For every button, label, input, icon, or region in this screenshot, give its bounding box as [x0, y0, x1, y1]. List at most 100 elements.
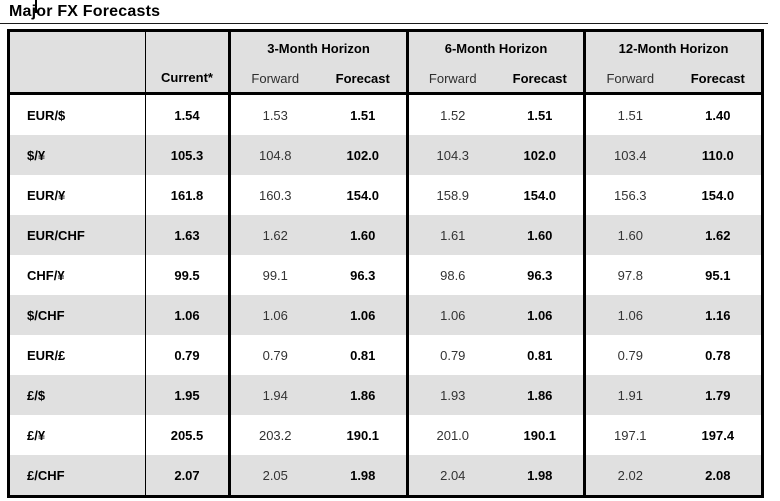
group-header-3-month: 3-Month Horizon	[227, 30, 408, 64]
forward-6m-cell: 1.06	[406, 295, 497, 335]
forward-12m-header: Forward	[583, 64, 675, 94]
forecast-12m-cell: 0.78	[705, 347, 731, 363]
forecast-3m-cell: 102.0	[346, 147, 380, 163]
forecast-12m-cell: 197.4	[701, 427, 735, 443]
forecast-12m-cell: 1.40	[674, 92, 763, 135]
fx-table-body: EUR/$ 1.54 1.53 1.51 1.52 1.51 1.51 1.40 $/¥ 105.…	[8, 92, 763, 497]
forecast-6m-cell: 0.81	[527, 347, 553, 363]
forward-3m-cell: 1.94	[228, 375, 320, 415]
table-header: Current* 3-Month Horizon 6-Month Horizon…	[8, 30, 763, 94]
pair-cell: £/¥	[27, 427, 46, 443]
forecast-12m-cell: 1.16	[705, 307, 731, 323]
forward-6m-cell: 158.9	[406, 175, 497, 215]
forecast-12m-cell: 2.08	[705, 467, 731, 483]
current-cell: 205.5	[145, 415, 230, 455]
current-cell: 99.5	[145, 255, 230, 295]
forward-6m-cell: 201.0	[406, 415, 497, 455]
table-row: £/CHF 2.07 2.05 1.98 2.04 1.98 2.02 2.08	[8, 455, 763, 497]
table-row: $/¥ 105.3 104.8 102.0 104.3 102.0 103.4 110.0	[8, 135, 763, 175]
current-cell: 161.8	[145, 175, 230, 215]
page-title: Major FX Forecasts	[9, 3, 161, 20]
forecast-3m-cell: 1.86	[350, 387, 376, 403]
forecast-6m-cell: 1.06	[527, 307, 553, 323]
forecast-6m-cell: 1.51	[496, 92, 585, 135]
forward-12m-cell: 1.06	[583, 295, 675, 335]
forecast-3m-header: Forecast	[319, 64, 408, 94]
pair-cell: $/¥	[27, 147, 46, 163]
forward-3m-cell: 1.53	[228, 92, 320, 135]
forecast-3m-cell: 190.1	[346, 427, 380, 443]
current-cell: 1.95	[145, 375, 230, 415]
forward-3m-cell: 1.62	[228, 215, 320, 255]
forecast-3m-cell: 0.81	[350, 347, 376, 363]
forward-3m-cell: 0.79	[228, 335, 320, 375]
title-rule: Major FX Forecasts	[0, 0, 768, 24]
forward-6m-cell: 2.04	[406, 455, 497, 497]
fx-forecast-table: Current* 3-Month Horizon 6-Month Horizon…	[7, 29, 765, 498]
pair-cell: EUR/¥	[27, 187, 66, 203]
forward-6m-cell: 1.61	[406, 215, 497, 255]
forward-12m-cell: 197.1	[583, 415, 675, 455]
group-header-6-month: 6-Month Horizon	[406, 30, 585, 64]
forward-3m-cell: 104.8	[228, 135, 320, 175]
pair-cell: £/CHF	[27, 467, 65, 483]
forecast-12m-cell: 95.1	[705, 267, 731, 283]
pair-column-header	[8, 30, 146, 94]
current-cell: 1.63	[145, 215, 230, 255]
group-header-row: Current* 3-Month Horizon 6-Month Horizon…	[8, 30, 763, 94]
current-cell: 1.06	[145, 295, 230, 335]
sub-header-row: Forward Forecast Forward Forecast Forwar…	[9, 64, 763, 94]
forward-6m-cell: 1.93	[406, 375, 497, 415]
forward-12m-cell: 97.8	[583, 255, 675, 295]
forecast-6m-cell: 96.3	[527, 267, 553, 283]
forecast-6m-cell: 190.1	[523, 427, 557, 443]
forecast-12m-cell: 154.0	[701, 187, 735, 203]
forward-6m-cell: 1.52	[406, 92, 497, 135]
current-cell: 105.3	[145, 135, 230, 175]
forward-12m-cell: 1.51	[583, 92, 675, 135]
text-cursor[interactable]	[35, 0, 37, 13]
forecast-12m-header: Forecast	[674, 64, 763, 94]
group-header-12-month: 12-Month Horizon	[583, 30, 763, 64]
table-row: EUR/CHF 1.63 1.62 1.60 1.61 1.60 1.60 1.62	[8, 215, 763, 255]
table-row: $/CHF 1.06 1.06 1.06 1.06 1.06 1.06 1.16	[8, 295, 763, 335]
forecast-12m-cell: 1.62	[705, 227, 731, 243]
forward-3m-header: Forward	[228, 64, 320, 94]
forward-3m-cell: 1.06	[228, 295, 320, 335]
table-row: CHF/¥ 99.5 99.1 96.3 98.6 96.3 97.8 95.1	[9, 255, 763, 295]
forward-6m-cell: 0.79	[406, 335, 497, 375]
table-row: EUR/$ 1.54 1.53 1.51 1.52 1.51 1.51 1.40	[8, 92, 763, 135]
forecast-6m-cell: 1.98	[527, 467, 553, 483]
current-cell: 1.54	[145, 92, 230, 135]
forward-12m-cell: 156.3	[583, 175, 675, 215]
forecast-3m-cell: 154.0	[346, 187, 380, 203]
pair-cell: EUR/$	[8, 92, 146, 135]
forward-12m-cell: 1.91	[583, 375, 675, 415]
forward-12m-cell: 103.4	[583, 135, 675, 175]
current-cell: 0.79	[145, 335, 230, 375]
pair-cell: $/CHF	[27, 307, 65, 323]
forecast-3m-cell: 1.06	[350, 307, 376, 323]
forward-3m-cell: 99.1	[228, 255, 320, 295]
forward-6m-cell: 98.6	[406, 255, 497, 295]
forecast-6m-cell: 154.0	[523, 187, 557, 203]
table-row: £/¥ 205.5 203.2 190.1 201.0 190.1 197.1 197.4	[9, 415, 763, 455]
forward-12m-cell: 2.02	[583, 455, 675, 497]
table-row: £/$ 1.95 1.94 1.86 1.93 1.86 1.91 1.79	[8, 375, 763, 415]
pair-cell: EUR/CHF	[27, 227, 85, 243]
forward-6m-cell: 104.3	[406, 135, 497, 175]
pair-cell: EUR/£	[27, 347, 66, 363]
forecast-12m-cell: 1.79	[705, 387, 731, 403]
table-row: EUR/£ 0.79 0.79 0.81 0.79 0.81 0.79 0.78	[9, 335, 763, 375]
forward-3m-cell: 2.05	[228, 455, 320, 497]
forecast-6m-cell: 1.86	[527, 387, 553, 403]
forward-3m-cell: 203.2	[228, 415, 320, 455]
forecast-6m-cell: 1.60	[527, 227, 553, 243]
forward-12m-cell: 0.79	[583, 335, 675, 375]
forward-6m-header: Forward	[406, 64, 497, 94]
forward-3m-cell: 160.3	[228, 175, 320, 215]
forecast-12m-cell: 110.0	[701, 147, 734, 163]
table-row: EUR/¥ 161.8 160.3 154.0 158.9 154.0 156.3 154.0	[9, 175, 763, 215]
forward-12m-cell: 1.60	[583, 215, 675, 255]
